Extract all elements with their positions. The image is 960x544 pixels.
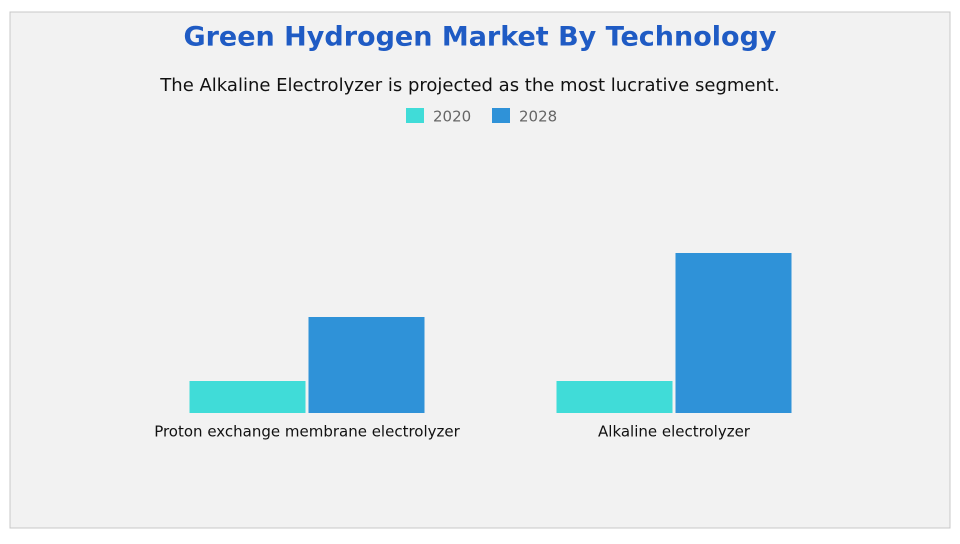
x-tick-label: Alkaline electrolyzer bbox=[598, 423, 751, 441]
x-tick-label: Proton exchange membrane electrolyzer bbox=[154, 423, 460, 441]
bar bbox=[189, 381, 306, 413]
legend-label: 2028 bbox=[519, 108, 557, 126]
bar bbox=[556, 381, 673, 413]
chart-frame bbox=[9, 11, 951, 529]
chart-title: Green Hydrogen Market By Technology bbox=[183, 22, 776, 53]
bar bbox=[675, 253, 792, 413]
chart-subtitle: The Alkaline Electrolyzer is projected a… bbox=[159, 75, 779, 96]
legend-swatch bbox=[406, 108, 424, 123]
legend-swatch bbox=[492, 108, 510, 123]
bar bbox=[308, 317, 425, 413]
legend-label: 2020 bbox=[433, 108, 471, 126]
